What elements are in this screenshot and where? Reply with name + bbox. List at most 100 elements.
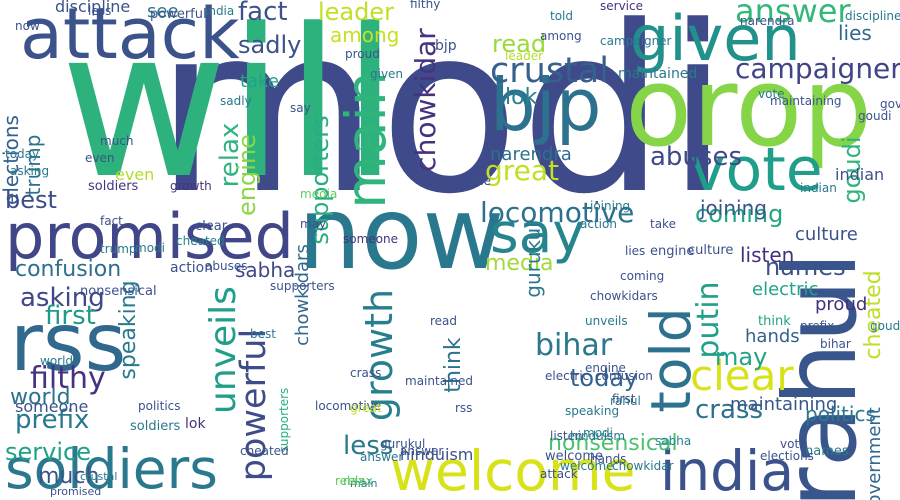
- word-welcome: welcome: [390, 439, 635, 500]
- word-rahul: rahul: [610, 394, 641, 408]
- word-now: now: [15, 19, 40, 33]
- word-orop: orop: [625, 43, 872, 171]
- word-powerful: powerful: [150, 7, 207, 22]
- word-prefix: prefix: [800, 319, 834, 333]
- word-take: take: [240, 71, 279, 92]
- word-unveils: unveils: [585, 314, 628, 328]
- word-bihar: bihar: [820, 337, 851, 351]
- word-trump: trump: [100, 242, 137, 256]
- word-india: india: [205, 4, 234, 18]
- word-sadly: sadly: [238, 31, 301, 59]
- word-asking: asking: [20, 283, 105, 313]
- word-best: best: [250, 327, 276, 341]
- word-service: service: [5, 438, 91, 466]
- word-main: main: [350, 477, 378, 490]
- word-even: even: [115, 165, 154, 184]
- word-say: say: [490, 201, 585, 265]
- word-chowkidar: chowkidar: [612, 459, 674, 473]
- word-supporters: supporters: [270, 279, 335, 293]
- word-take: take: [650, 217, 676, 231]
- word-politics: politics: [805, 402, 876, 426]
- word-nonsensical: nonsensical: [80, 284, 157, 299]
- word-elections: elections: [0, 115, 23, 205]
- word-modi: modi: [583, 426, 613, 440]
- word-great: great: [350, 401, 382, 415]
- word-engine: engine: [650, 244, 694, 259]
- word-coming: coming: [620, 269, 664, 283]
- word-joining: joining: [589, 199, 630, 213]
- word-abuses: abuses: [205, 259, 247, 273]
- word-india: india: [660, 439, 794, 500]
- word-among: among: [330, 23, 399, 47]
- word-sabha: sabha: [235, 258, 295, 282]
- word-prefix: prefix: [15, 405, 89, 435]
- word-welcome: welcome: [545, 449, 603, 464]
- word-goudi: goudi: [838, 136, 866, 203]
- word-lies: lies: [625, 244, 645, 258]
- word-growth: growth: [170, 179, 212, 193]
- word-clear: clear: [195, 219, 228, 234]
- word-hinduism: hinduism: [400, 445, 473, 464]
- word-even: even: [85, 151, 114, 165]
- word-supporters: supporters: [306, 115, 334, 244]
- word-modi: modi: [135, 241, 165, 255]
- word-indian: indian: [835, 165, 884, 184]
- word-supporters: supporters: [277, 388, 291, 453]
- word-promised: promised: [5, 200, 294, 273]
- word-indian: indian: [800, 181, 837, 195]
- word-fact: fact: [100, 214, 123, 228]
- word-first: first: [612, 392, 636, 406]
- word-crustal: crustal: [490, 51, 609, 91]
- word-answer: answer: [400, 444, 443, 458]
- word-discipline: discipline: [845, 9, 900, 23]
- word-electric: electric: [752, 279, 818, 300]
- word-bihar: bihar: [535, 328, 613, 363]
- word-much: much: [100, 134, 134, 148]
- word-lok: lok: [505, 85, 538, 110]
- word-maintaining: maintaining: [730, 394, 837, 415]
- word-hands: hands: [745, 326, 800, 347]
- word-someone: someone: [15, 397, 88, 416]
- word-putin: putin: [691, 281, 726, 358]
- word-putin: putin: [573, 177, 604, 191]
- word-attack: attack: [540, 467, 578, 481]
- word-given: given: [630, 2, 801, 75]
- word-say: say: [290, 101, 311, 115]
- word-asking: asking: [10, 164, 49, 178]
- word-think: think: [441, 337, 466, 393]
- word-fact: fact: [238, 0, 288, 27]
- word-narendra: narendra: [740, 14, 795, 28]
- word-first: first: [45, 301, 96, 331]
- word-culture: culture: [795, 224, 858, 245]
- word-powerful: powerful: [234, 329, 274, 481]
- word-answer: answer: [360, 450, 403, 464]
- word-vote: vote: [758, 87, 785, 101]
- word-given: given: [370, 67, 403, 81]
- word-confusion: confusion: [595, 369, 653, 383]
- word-abuses: abuses: [650, 142, 742, 172]
- word-best: best: [5, 186, 57, 214]
- word-maintaining: maintaining: [770, 94, 842, 108]
- word-proud: proud: [345, 47, 380, 61]
- word-cheated: cheated: [861, 270, 886, 359]
- word-chowkidars: chowkidars: [292, 244, 313, 346]
- word-gurukul: gurukul: [521, 222, 545, 297]
- word-joining: joining: [699, 196, 767, 220]
- word-electric: electric: [545, 369, 589, 383]
- word-attack: attack: [20, 0, 240, 75]
- word-among: among: [540, 29, 582, 43]
- word-soldiers: soldiers: [5, 437, 218, 500]
- word-will: will: [60, 0, 399, 224]
- word-campaigner: campaigner: [600, 34, 672, 48]
- word-today: today: [570, 364, 638, 392]
- word-told: told: [550, 9, 573, 23]
- word-maintained: maintained: [618, 66, 697, 82]
- word-someone: someone: [343, 232, 398, 246]
- word-engine: engine: [585, 361, 626, 375]
- word-names: names: [765, 253, 846, 281]
- word-gurukul: gurukul: [380, 437, 425, 451]
- word-soldiers: soldiers: [88, 179, 139, 194]
- word-read: read: [430, 314, 457, 328]
- word-coming: coming: [695, 200, 783, 228]
- word-locomotive: locomotive: [315, 399, 381, 413]
